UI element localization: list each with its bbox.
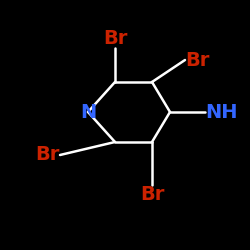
Text: N: N	[80, 102, 96, 122]
Text: Br: Br	[140, 185, 164, 204]
Text: Br: Br	[36, 146, 60, 165]
Text: NH: NH	[205, 102, 238, 122]
Text: Br: Br	[103, 29, 127, 48]
Text: Br: Br	[185, 50, 210, 70]
